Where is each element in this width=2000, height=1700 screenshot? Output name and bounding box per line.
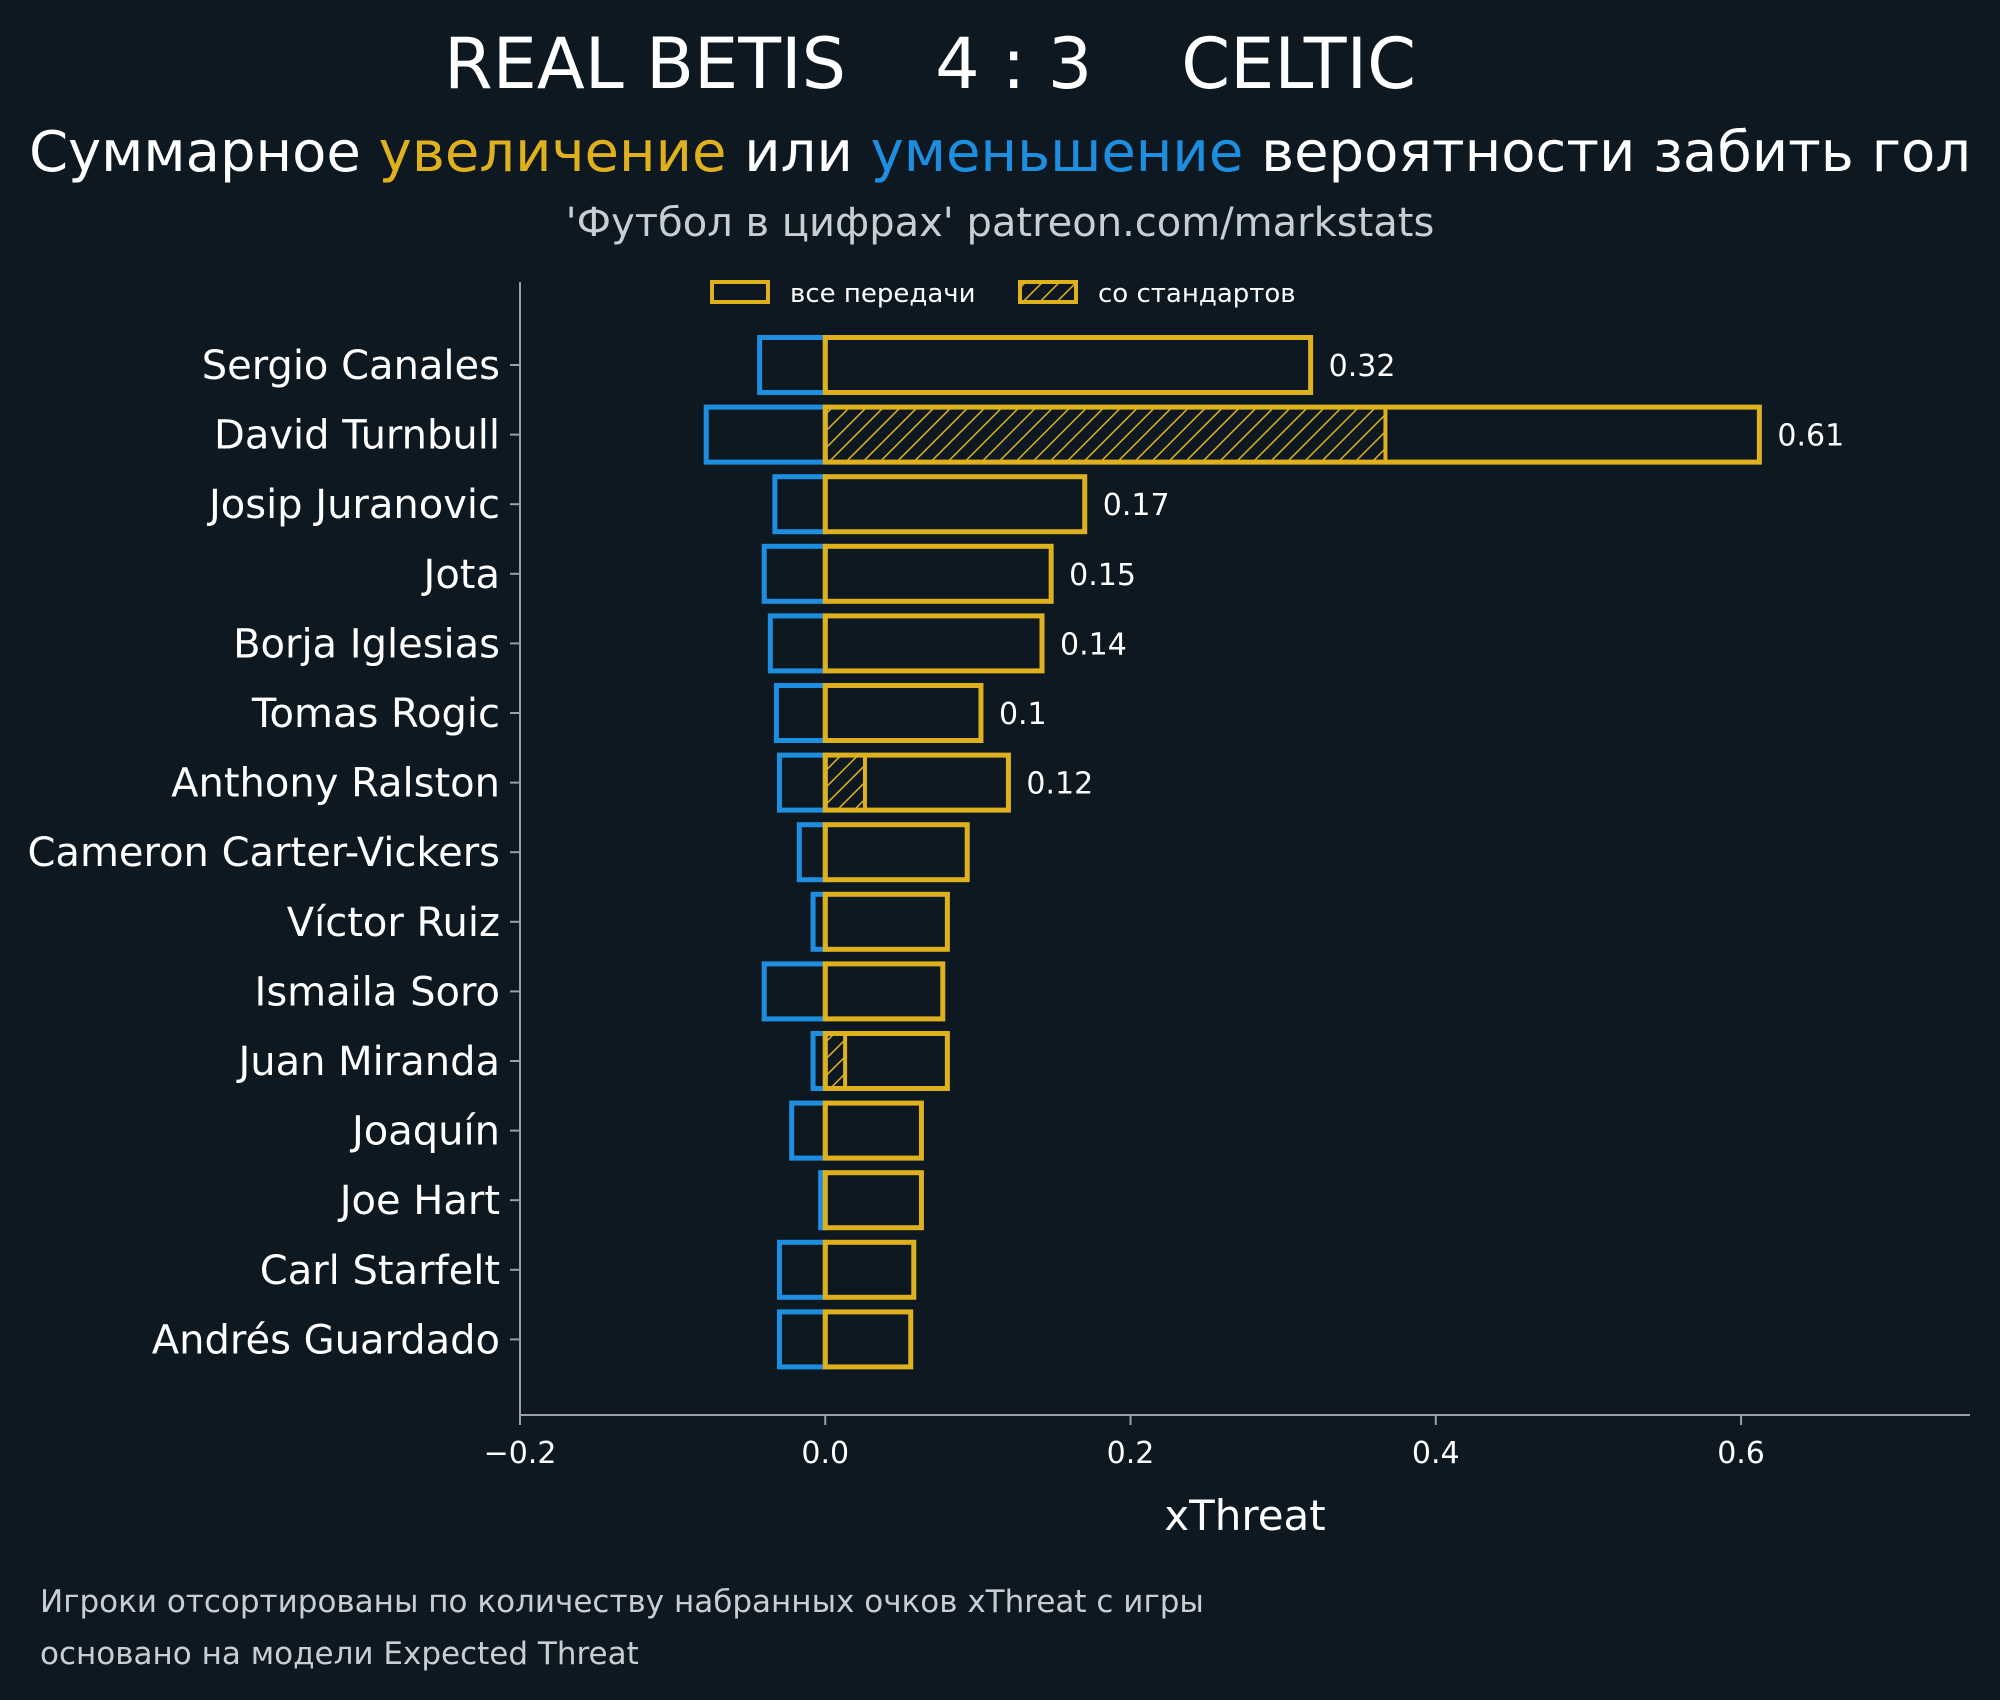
subtitle-decrease: уменьшение (870, 120, 1244, 185)
subtitle-text-3: вероятности забить гол (1243, 120, 1972, 185)
bar-value-label: 0.17 (1103, 488, 1170, 523)
bar-increase (822, 1309, 914, 1370)
bar-decrease (773, 683, 828, 743)
bar-decrease (767, 613, 828, 674)
chart-subtitle: Суммарное увеличение или уменьшение веро… (0, 116, 2000, 190)
bar-increase (822, 1239, 917, 1300)
x-tick-label: 0.4 (1412, 1436, 1460, 1471)
bar-value-label: 0.32 (1329, 349, 1396, 384)
player-label: Jota (421, 552, 500, 598)
player-label: Josip Juranovic (206, 482, 500, 528)
player-label: David Turnbull (214, 413, 500, 459)
bar-decrease (776, 752, 828, 813)
player-label: Borja Iglesias (233, 621, 500, 667)
source-credit: 'Футбол в цифрах' patreon.com/markstats (565, 200, 1435, 246)
bar-decrease (796, 822, 828, 883)
subtitle-text-1: Суммарное (28, 120, 379, 185)
footnote-model: основано на модели Expected Threat (40, 1636, 639, 1672)
bar-increase (822, 1100, 924, 1161)
bar-increase (822, 891, 950, 952)
legend-label-set-pieces: со стандартов (1098, 279, 1296, 309)
bar-decrease (703, 404, 828, 465)
bar-value-label: 0.61 (1777, 419, 1844, 454)
player-label: Joe Hart (337, 1178, 500, 1224)
player-label: Juan Miranda (235, 1039, 500, 1085)
bar-decrease (789, 1100, 828, 1161)
player-label: Cameron Carter-Vickers (28, 830, 501, 876)
bar-decrease (776, 1309, 828, 1370)
player-label: Andrés Guardado (152, 1317, 500, 1363)
bar-set-pieces (823, 753, 867, 813)
match-score: 4 : 3 (935, 23, 1093, 105)
bar-increase (822, 543, 1054, 604)
x-tick-label: −0.2 (484, 1436, 557, 1471)
legend-swatch-all-passes (710, 280, 770, 304)
legend-label-all-passes: все передачи (790, 279, 976, 309)
x-axis-title: xThreat (1164, 1491, 1326, 1540)
bar-increase (822, 335, 1314, 395)
away-team: CELTIC (1181, 23, 1417, 105)
x-tick-label: 0.2 (1107, 1436, 1155, 1471)
bar-increase (822, 961, 946, 1022)
bar-increase (822, 1031, 950, 1091)
player-label: Víctor Ruiz (287, 900, 500, 946)
bar-increase (822, 683, 984, 743)
subtitle-text-2: или (726, 120, 871, 185)
footnote-sorting: Игроки отсортированы по количеству набра… (40, 1584, 1204, 1620)
player-label: Sergio Canales (202, 343, 500, 389)
bar-increase (822, 404, 1762, 465)
bar-increase (822, 474, 1088, 535)
x-tick-label: 0.6 (1717, 1436, 1765, 1471)
player-label: Carl Starfelt (260, 1248, 500, 1294)
bar-decrease (776, 1239, 828, 1300)
bar-value-label: 0.14 (1060, 627, 1127, 662)
bar-set-pieces (823, 1031, 848, 1091)
player-label: Ismaila Soro (255, 969, 500, 1015)
home-team: REAL BETIS (443, 23, 847, 105)
player-label: Anthony Ralston (171, 761, 500, 807)
match-title: REAL BETIS 4 : 3 CELTIC (0, 22, 1860, 106)
bar-decrease (757, 335, 828, 395)
bar-set-pieces (823, 405, 1388, 465)
bar-value-label: 0.15 (1069, 558, 1136, 593)
subtitle-increase: увеличение (378, 120, 727, 185)
bar-increase (822, 752, 1011, 813)
x-tick-label: 0.0 (801, 1436, 849, 1471)
bar-increase (822, 1170, 924, 1231)
bar-increase (822, 613, 1045, 674)
legend-swatch-set-pieces (1018, 280, 1078, 304)
bar-value-label: 0.1 (999, 697, 1047, 732)
bar-decrease (772, 474, 828, 535)
bar-decrease (761, 961, 828, 1022)
bar-increase (822, 822, 970, 883)
player-label: Joaquín (349, 1109, 500, 1155)
player-label: Tomas Rogic (251, 691, 500, 737)
bar-decrease (761, 543, 828, 604)
bar-value-label: 0.12 (1026, 767, 1093, 802)
